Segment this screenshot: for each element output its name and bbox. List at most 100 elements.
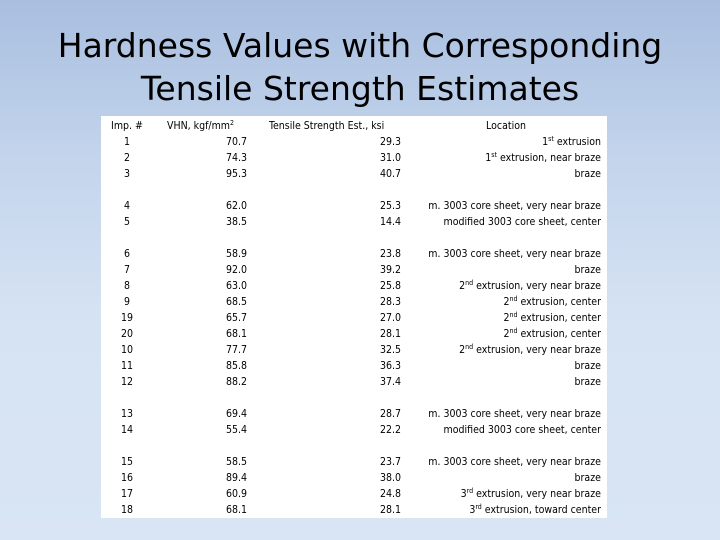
slide-title-line-1: Hardness Values with Corresponding bbox=[57, 26, 663, 65]
location-text: braze bbox=[574, 168, 601, 180]
cell-tensile: 23.8 bbox=[379, 248, 401, 260]
location-text: m. 3003 core sheet, very near braze bbox=[428, 456, 601, 468]
cell-vhn: 63.0 bbox=[225, 280, 247, 292]
table-row: 6 58.9 23.8 m. 3003 core sheet, very near b… bbox=[101, 246, 607, 262]
cell-location: modified 3003 core sheet, center bbox=[401, 214, 601, 230]
cell-vhn: 62.0 bbox=[225, 200, 247, 212]
location-text: extrusion, toward center bbox=[481, 504, 601, 516]
cell-imp: 5 bbox=[123, 216, 130, 228]
cell-location: modified 3003 core sheet, center bbox=[401, 422, 601, 438]
cell-tensile: 14.4 bbox=[379, 216, 401, 228]
table-row: 2 74.3 31.0 1st extrusion, near braze bbox=[101, 150, 607, 166]
location-ordinal-suffix: nd bbox=[509, 311, 518, 319]
location-text: braze bbox=[574, 376, 601, 388]
cell-location: 2nd extrusion, center bbox=[401, 326, 601, 342]
location-ordinal-suffix: st bbox=[491, 151, 497, 159]
location-text: braze bbox=[574, 472, 601, 484]
cell-tensile: 28.1 bbox=[379, 328, 401, 340]
cell-vhn: 88.2 bbox=[225, 376, 247, 388]
location-ordinal-suffix: rd bbox=[466, 487, 474, 495]
location-ordinal-suffix: nd bbox=[509, 295, 518, 303]
cell-imp: 17 bbox=[120, 488, 134, 500]
table-row: 16 89.4 38.0 braze bbox=[101, 470, 607, 486]
cell-location: m. 3003 core sheet, very near braze bbox=[401, 246, 601, 262]
location-ordinal-suffix: st bbox=[548, 135, 554, 143]
cell-imp: 12 bbox=[120, 376, 134, 388]
table-row: 17 60.9 24.8 3rd extrusion, very near braze bbox=[101, 486, 607, 502]
table-row: 8 63.0 25.8 2nd extrusion, very near braze bbox=[101, 278, 607, 294]
table-row: 14 55.4 22.2 modified 3003 core sheet, cent… bbox=[101, 422, 607, 438]
cell-tensile: 22.2 bbox=[379, 424, 401, 436]
cell-tensile: 39.2 bbox=[379, 264, 401, 276]
header-vhn: VHN, kgf/mm2 bbox=[153, 118, 249, 134]
location-ordinal: 1 bbox=[542, 136, 549, 148]
location-text: extrusion, near braze bbox=[496, 152, 601, 164]
location-text: extrusion, very near braze bbox=[473, 280, 601, 292]
hardness-table: Imp. # VHN, kgf/mm2 Tensile Strength Est… bbox=[101, 116, 607, 518]
table-row: 11 85.8 36.3 braze bbox=[101, 358, 607, 374]
cell-tensile: 28.3 bbox=[379, 296, 401, 308]
cell-vhn: 60.9 bbox=[225, 488, 247, 500]
table-row: 3 95.3 40.7 braze bbox=[101, 166, 607, 182]
cell-location: 1st extrusion, near braze bbox=[401, 150, 601, 166]
table-row: 9 68.5 28.3 2nd extrusion, center bbox=[101, 294, 607, 310]
cell-imp: 4 bbox=[123, 200, 130, 212]
location-text: braze bbox=[574, 264, 601, 276]
cell-imp: 16 bbox=[120, 472, 134, 484]
table-row: 20 68.1 28.1 2nd extrusion, center bbox=[101, 326, 607, 342]
table-row: 13 69.4 28.7 m. 3003 core sheet, very near … bbox=[101, 406, 607, 422]
cell-vhn: 77.7 bbox=[225, 344, 247, 356]
cell-vhn: 92.0 bbox=[225, 264, 247, 276]
location-ordinal: 1 bbox=[485, 152, 492, 164]
cell-location: 2nd extrusion, very near braze bbox=[401, 278, 601, 294]
cell-imp: 10 bbox=[120, 344, 134, 356]
cell-tensile: 38.0 bbox=[379, 472, 401, 484]
table-row: 7 92.0 39.2 braze bbox=[101, 262, 607, 278]
cell-tensile: 40.7 bbox=[379, 168, 401, 180]
table-row: 10 77.7 32.5 2nd extrusion, very near braze bbox=[101, 342, 607, 358]
header-vhn-sup: 2 bbox=[230, 119, 235, 127]
slide-title-line-2: Tensile Strength Estimates bbox=[140, 69, 580, 108]
location-ordinal-suffix: nd bbox=[465, 343, 474, 351]
location-ordinal: 2 bbox=[503, 312, 510, 324]
cell-location: m. 3003 core sheet, very near braze bbox=[401, 406, 601, 422]
cell-vhn: 68.1 bbox=[225, 328, 247, 340]
cell-vhn: 95.3 bbox=[225, 168, 247, 180]
cell-tensile: 28.1 bbox=[379, 504, 401, 516]
table-row: 5 38.5 14.4 modified 3003 core sheet, cente… bbox=[101, 214, 607, 230]
table-row: 1 70.7 29.3 1st extrusion bbox=[101, 134, 607, 150]
location-ordinal: 3 bbox=[460, 488, 467, 500]
location-text: extrusion, very near braze bbox=[473, 488, 601, 500]
cell-imp: 20 bbox=[120, 328, 134, 340]
location-ordinal: 2 bbox=[503, 296, 510, 308]
cell-tensile: 37.4 bbox=[379, 376, 401, 388]
cell-tensile: 25.8 bbox=[379, 280, 401, 292]
location-ordinal: 2 bbox=[503, 328, 510, 340]
table-row: 15 58.5 23.7 m. 3003 core sheet, very near … bbox=[101, 454, 607, 470]
cell-tensile: 29.3 bbox=[379, 136, 401, 148]
cell-location: 2nd extrusion, center bbox=[401, 310, 601, 326]
cell-vhn: 74.3 bbox=[225, 152, 247, 164]
cell-imp: 14 bbox=[120, 424, 134, 436]
location-text: modified 3003 core sheet, center bbox=[443, 424, 601, 436]
location-text: modified 3003 core sheet, center bbox=[443, 216, 601, 228]
location-ordinal: 2 bbox=[459, 344, 466, 356]
cell-tensile: 28.7 bbox=[379, 408, 401, 420]
cell-location: braze bbox=[401, 166, 601, 182]
cell-location: 2nd extrusion, very near braze bbox=[401, 342, 601, 358]
header-imp: Imp. # bbox=[111, 120, 143, 132]
cell-location: m. 3003 core sheet, very near braze bbox=[401, 454, 601, 470]
cell-imp: 19 bbox=[120, 312, 134, 324]
cell-location: m. 3003 core sheet, very near braze bbox=[401, 198, 601, 214]
header-vhn-text: VHN, kgf/mm bbox=[167, 120, 231, 132]
cell-imp: 18 bbox=[120, 504, 134, 516]
cell-vhn: 69.4 bbox=[225, 408, 247, 420]
cell-location: braze bbox=[401, 262, 601, 278]
cell-vhn: 89.4 bbox=[225, 472, 247, 484]
cell-imp: 13 bbox=[120, 408, 134, 420]
location-text: m. 3003 core sheet, very near braze bbox=[428, 408, 601, 420]
location-ordinal: 3 bbox=[469, 504, 476, 516]
slide-title: Hardness Values with Corresponding Tensi… bbox=[0, 24, 720, 110]
location-text: braze bbox=[574, 360, 601, 372]
location-text: m. 3003 core sheet, very near braze bbox=[428, 248, 601, 260]
